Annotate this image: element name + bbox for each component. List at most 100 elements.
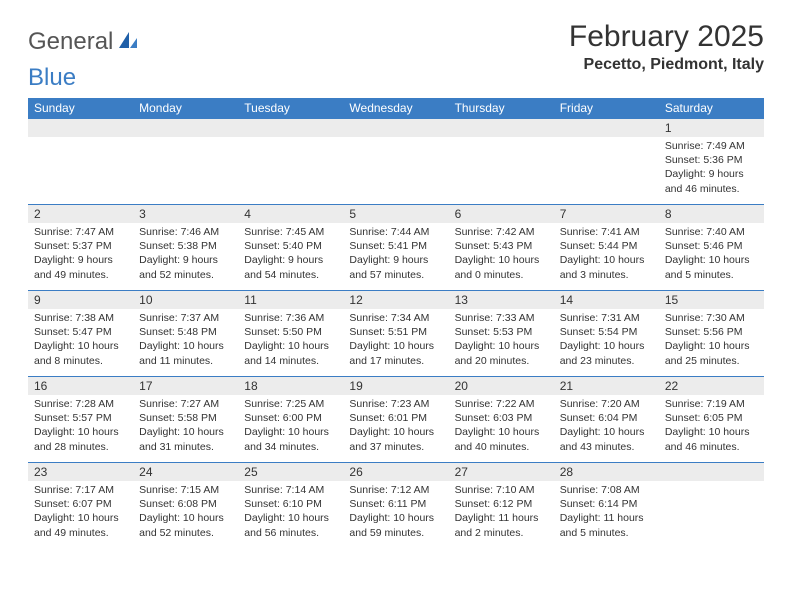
day-data: Sunrise: 7:36 AMSunset: 5:50 PMDaylight:…: [238, 311, 343, 368]
sunset-text: Sunset: 5:58 PM: [139, 411, 232, 425]
day-number: 23: [28, 463, 133, 481]
sunrise-text: Sunrise: 7:31 AM: [560, 311, 653, 325]
day-number: 12: [343, 291, 448, 309]
calendar-page: General February 2025 Pecetto, Piedmont,…: [0, 0, 792, 569]
day-cell: 5Sunrise: 7:44 AMSunset: 5:41 PMDaylight…: [343, 205, 448, 291]
sunrise-text: Sunrise: 7:12 AM: [349, 483, 442, 497]
sunrise-text: Sunrise: 7:27 AM: [139, 397, 232, 411]
sunset-text: Sunset: 6:07 PM: [34, 497, 127, 511]
sunrise-text: Sunrise: 7:22 AM: [455, 397, 548, 411]
day-cell: 28 Sunrise: 7:08 AMSunset: 6:14 PMDayligh…: [554, 463, 659, 549]
daylight-text: Daylight: 9 hours and 46 minutes.: [665, 167, 758, 195]
sunrise-text: Sunrise: 7:47 AM: [34, 225, 127, 239]
day-cell: [659, 463, 764, 549]
day-data: Sunrise: 7:30 AMSunset: 5:56 PMDaylight:…: [659, 311, 764, 368]
sunrise-text: Sunrise: 7:41 AM: [560, 225, 653, 239]
day-cell: 15Sunrise: 7:30 AMSunset: 5:56 PMDayligh…: [659, 291, 764, 377]
day-cell: 1Sunrise: 7:49 AMSunset: 5:36 PMDaylight…: [659, 119, 764, 205]
day-cell: 7Sunrise: 7:41 AMSunset: 5:44 PMDaylight…: [554, 205, 659, 291]
day-number: 6: [449, 205, 554, 223]
sunset-text: Sunset: 5:47 PM: [34, 325, 127, 339]
day-cell: 6Sunrise: 7:42 AMSunset: 5:43 PMDaylight…: [449, 205, 554, 291]
sunrise-text: Sunrise: 7:20 AM: [560, 397, 653, 411]
sunset-text: Sunset: 5:46 PM: [665, 239, 758, 253]
day-data: Sunrise: 7:28 AMSunset: 5:57 PMDaylight:…: [28, 397, 133, 454]
day-number: 11: [238, 291, 343, 309]
day-data: Sunrise: 7:38 AMSunset: 5:47 PMDaylight:…: [28, 311, 133, 368]
day-header: Sunday: [28, 98, 133, 119]
sunset-text: Sunset: 5:57 PM: [34, 411, 127, 425]
sunrise-text: Sunrise: 7:45 AM: [244, 225, 337, 239]
day-number: [238, 119, 343, 137]
daylight-text: Daylight: 10 hours and 43 minutes.: [560, 425, 653, 453]
calendar-table: SundayMondayTuesdayWednesdayThursdayFrid…: [28, 98, 764, 549]
sunrise-text: Sunrise: 7:28 AM: [34, 397, 127, 411]
day-number: 4: [238, 205, 343, 223]
sunset-text: Sunset: 5:54 PM: [560, 325, 653, 339]
day-data: Sunrise: 7:23 AMSunset: 6:01 PMDaylight:…: [343, 397, 448, 454]
sunset-text: Sunset: 6:05 PM: [665, 411, 758, 425]
day-number: 21: [554, 377, 659, 395]
day-number: [659, 463, 764, 481]
sunset-text: Sunset: 5:43 PM: [455, 239, 548, 253]
sunrise-text: Sunrise: 7:36 AM: [244, 311, 337, 325]
day-number: 19: [343, 377, 448, 395]
daylight-text: Daylight: 10 hours and 3 minutes.: [560, 253, 653, 281]
day-header: Tuesday: [238, 98, 343, 119]
day-number: [133, 119, 238, 137]
daylight-text: Daylight: 11 hours and 2 minutes.: [455, 511, 548, 539]
day-number: 2: [28, 205, 133, 223]
day-number: 26: [343, 463, 448, 481]
day-data: Sunrise: 7:34 AMSunset: 5:51 PMDaylight:…: [343, 311, 448, 368]
sunrise-text: Sunrise: 7:19 AM: [665, 397, 758, 411]
day-header: Saturday: [659, 98, 764, 119]
daylight-text: Daylight: 9 hours and 49 minutes.: [34, 253, 127, 281]
day-data: Sunrise: 7:47 AMSunset: 5:37 PMDaylight:…: [28, 225, 133, 282]
day-cell: 10Sunrise: 7:37 AMSunset: 5:48 PMDayligh…: [133, 291, 238, 377]
day-cell: [133, 119, 238, 205]
day-number: 8: [659, 205, 764, 223]
day-data: Sunrise: 7:10 AMSunset: 6:12 PMDaylight:…: [449, 483, 554, 540]
sunrise-text: Sunrise: 7:23 AM: [349, 397, 442, 411]
calendar-body: 1Sunrise: 7:49 AMSunset: 5:36 PMDaylight…: [28, 119, 764, 549]
sunset-text: Sunset: 6:12 PM: [455, 497, 548, 511]
day-cell: [28, 119, 133, 205]
day-number: 27: [449, 463, 554, 481]
day-number: 3: [133, 205, 238, 223]
day-data: Sunrise: 7:49 AMSunset: 5:36 PMDaylight:…: [659, 139, 764, 196]
daylight-text: Daylight: 9 hours and 57 minutes.: [349, 253, 442, 281]
day-number: 13: [449, 291, 554, 309]
day-number: 28: [554, 463, 659, 481]
sunset-text: Sunset: 6:03 PM: [455, 411, 548, 425]
day-number: [28, 119, 133, 137]
day-cell: [238, 119, 343, 205]
sunrise-text: Sunrise: 7:49 AM: [665, 139, 758, 153]
day-data: Sunrise: 7:15 AMSunset: 6:08 PMDaylight:…: [133, 483, 238, 540]
day-data: Sunrise: 7:46 AMSunset: 5:38 PMDaylight:…: [133, 225, 238, 282]
day-cell: 16 Sunrise: 7:28 AMSunset: 5:57 PMDayligh…: [28, 377, 133, 463]
daylight-text: Daylight: 10 hours and 23 minutes.: [560, 339, 653, 367]
sunrise-text: Sunrise: 7:15 AM: [139, 483, 232, 497]
day-data: Sunrise: 7:37 AMSunset: 5:48 PMDaylight:…: [133, 311, 238, 368]
calendar-head: SundayMondayTuesdayWednesdayThursdayFrid…: [28, 98, 764, 119]
sunset-text: Sunset: 5:53 PM: [455, 325, 548, 339]
brand-logo: General: [28, 20, 141, 56]
sunset-text: Sunset: 6:00 PM: [244, 411, 337, 425]
sunset-text: Sunset: 5:44 PM: [560, 239, 653, 253]
sunset-text: Sunset: 5:51 PM: [349, 325, 442, 339]
day-data: Sunrise: 7:08 AMSunset: 6:14 PMDaylight:…: [554, 483, 659, 540]
day-cell: 25Sunrise: 7:14 AMSunset: 6:10 PMDayligh…: [238, 463, 343, 549]
sunset-text: Sunset: 5:50 PM: [244, 325, 337, 339]
day-number: 17: [133, 377, 238, 395]
sunrise-text: Sunrise: 7:44 AM: [349, 225, 442, 239]
day-cell: 3 Sunrise: 7:46 AMSunset: 5:38 PMDaylight…: [133, 205, 238, 291]
day-number: 16: [28, 377, 133, 395]
day-data: Sunrise: 7:17 AMSunset: 6:07 PMDaylight:…: [28, 483, 133, 540]
day-data: Sunrise: 7:22 AMSunset: 6:03 PMDaylight:…: [449, 397, 554, 454]
day-cell: 23 Sunrise: 7:17 AMSunset: 6:07 PMDayligh…: [28, 463, 133, 549]
day-header: Thursday: [449, 98, 554, 119]
daylight-text: Daylight: 10 hours and 11 minutes.: [139, 339, 232, 367]
day-number: [449, 119, 554, 137]
sunrise-text: Sunrise: 7:33 AM: [455, 311, 548, 325]
week-row: 23 Sunrise: 7:17 AMSunset: 6:07 PMDayligh…: [28, 463, 764, 549]
